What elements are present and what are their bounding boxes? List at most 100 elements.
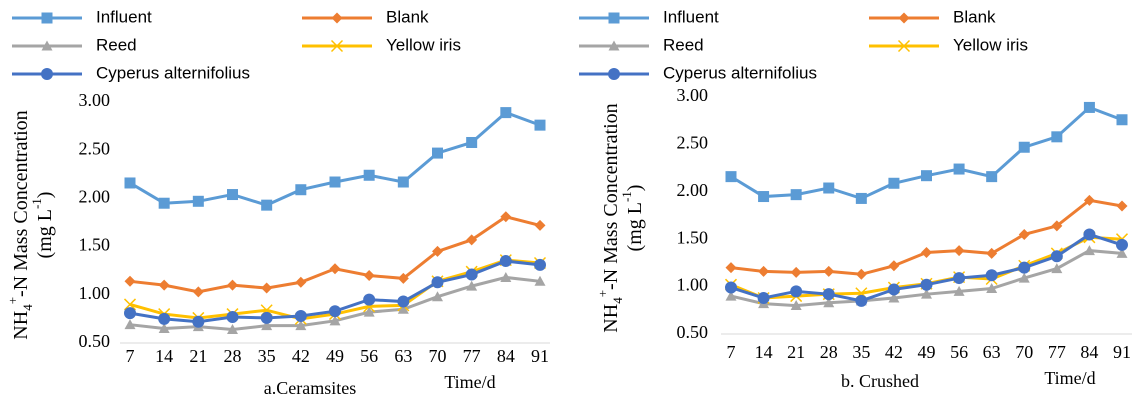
- legend-marker: [608, 40, 620, 51]
- y-axis-label: (mg L-1): [29, 192, 55, 259]
- marker: [363, 270, 375, 282]
- x-tick-label: 49: [326, 346, 344, 366]
- y-tick-label: 2.50: [677, 133, 709, 153]
- legend-label: Reed: [96, 35, 137, 54]
- marker: [261, 199, 273, 211]
- y-tick-label: 0.50: [677, 322, 709, 342]
- y-axis-label-part: NH: [10, 311, 32, 340]
- marker: [465, 268, 478, 281]
- y-axis-label: NH4+-N Mass Concentration: [5, 110, 35, 339]
- x-tick-label: 21: [787, 342, 805, 362]
- x-tick-label: 70: [429, 346, 447, 366]
- legend-marker: [331, 12, 343, 24]
- x-tick-label: 91: [1113, 342, 1131, 362]
- marker: [226, 310, 239, 323]
- marker: [986, 247, 998, 259]
- marker: [432, 245, 443, 257]
- series-line: [730, 198, 1123, 276]
- y-tick-label: 1.50: [677, 227, 709, 247]
- marker: [500, 211, 512, 223]
- marker: [295, 184, 307, 196]
- marker: [1083, 245, 1095, 256]
- marker: [363, 169, 375, 181]
- marker: [397, 272, 409, 284]
- x-tick-label: 91: [531, 346, 549, 366]
- subtitle: b. Crushed: [841, 371, 919, 391]
- marker: [192, 286, 204, 298]
- marker: [466, 136, 478, 148]
- x-tick-label: 42: [292, 346, 310, 366]
- marker: [227, 189, 238, 201]
- x-axis-label: Time/d: [444, 372, 495, 392]
- marker: [1051, 263, 1063, 274]
- marker: [725, 281, 737, 294]
- marker: [329, 305, 341, 318]
- marker: [953, 163, 965, 175]
- marker: [790, 285, 803, 298]
- marker: [329, 315, 341, 326]
- legend-label: Influent: [96, 7, 152, 26]
- marker: [329, 176, 341, 188]
- marker: [757, 291, 770, 304]
- marker: [466, 234, 478, 246]
- legend-marker: [41, 40, 53, 51]
- x-tick-label: 21: [189, 346, 207, 366]
- marker: [1083, 228, 1096, 241]
- legend-label: Blank: [953, 7, 996, 26]
- marker: [397, 303, 409, 314]
- series-line: [129, 110, 541, 207]
- marker: [1083, 101, 1095, 113]
- marker: [986, 171, 998, 183]
- marker: [363, 306, 375, 317]
- x-tick-label: 28: [820, 342, 838, 362]
- marker: [227, 279, 238, 291]
- marker: [823, 297, 835, 308]
- marker: [1116, 200, 1128, 212]
- marker: [294, 310, 307, 323]
- marker: [158, 197, 170, 209]
- marker: [888, 260, 900, 272]
- legend-label: Cyperus alternifolius: [96, 63, 250, 82]
- marker: [921, 170, 932, 182]
- x-tick-label: 49: [918, 342, 936, 362]
- marker: [1116, 247, 1128, 258]
- marker: [261, 282, 273, 294]
- marker: [123, 298, 137, 311]
- marker: [790, 266, 802, 278]
- x-tick-label: 7: [126, 346, 135, 366]
- legend-marker: [898, 12, 910, 24]
- marker: [1116, 238, 1128, 251]
- marker: [855, 268, 867, 280]
- chart: 0.50 1.00 1.50 2.00 2.50 3.00 7 14 21 28 35 42 49 56 6…: [5, 7, 550, 398]
- y-tick-label: 3.00: [677, 85, 709, 105]
- marker: [986, 282, 998, 293]
- x-tick-label: 70: [1015, 342, 1033, 362]
- x-tick-label: 56: [360, 346, 378, 366]
- marker: [888, 292, 900, 303]
- y-tick-label: 2.00: [677, 180, 709, 200]
- marker: [953, 245, 965, 257]
- x-tick-label: 28: [224, 346, 242, 366]
- marker: [500, 271, 512, 282]
- y-axis-label-part: (mg L: [624, 202, 646, 251]
- marker: [1018, 228, 1030, 240]
- y-axis-label-part: -N Mass Concentration: [10, 110, 32, 297]
- marker: [1018, 141, 1030, 153]
- marker: [499, 255, 512, 268]
- marker: [329, 263, 341, 275]
- y-tick-label: 0.50: [79, 331, 111, 351]
- marker: [758, 265, 770, 277]
- x-tick-label: 14: [755, 342, 773, 362]
- y-axis-label-part: ): [624, 185, 646, 192]
- marker: [725, 262, 737, 274]
- marker: [823, 265, 835, 277]
- marker: [261, 320, 273, 331]
- marker: [1051, 220, 1063, 232]
- marker: [227, 324, 238, 335]
- x-tick-label: 14: [155, 346, 173, 366]
- y-axis-label-part: -1: [619, 191, 634, 202]
- x-tick-label: 42: [885, 342, 903, 362]
- y-axis-label-part: (mg L: [34, 209, 56, 258]
- marker: [124, 307, 136, 320]
- x-tick-label: 35: [852, 342, 870, 362]
